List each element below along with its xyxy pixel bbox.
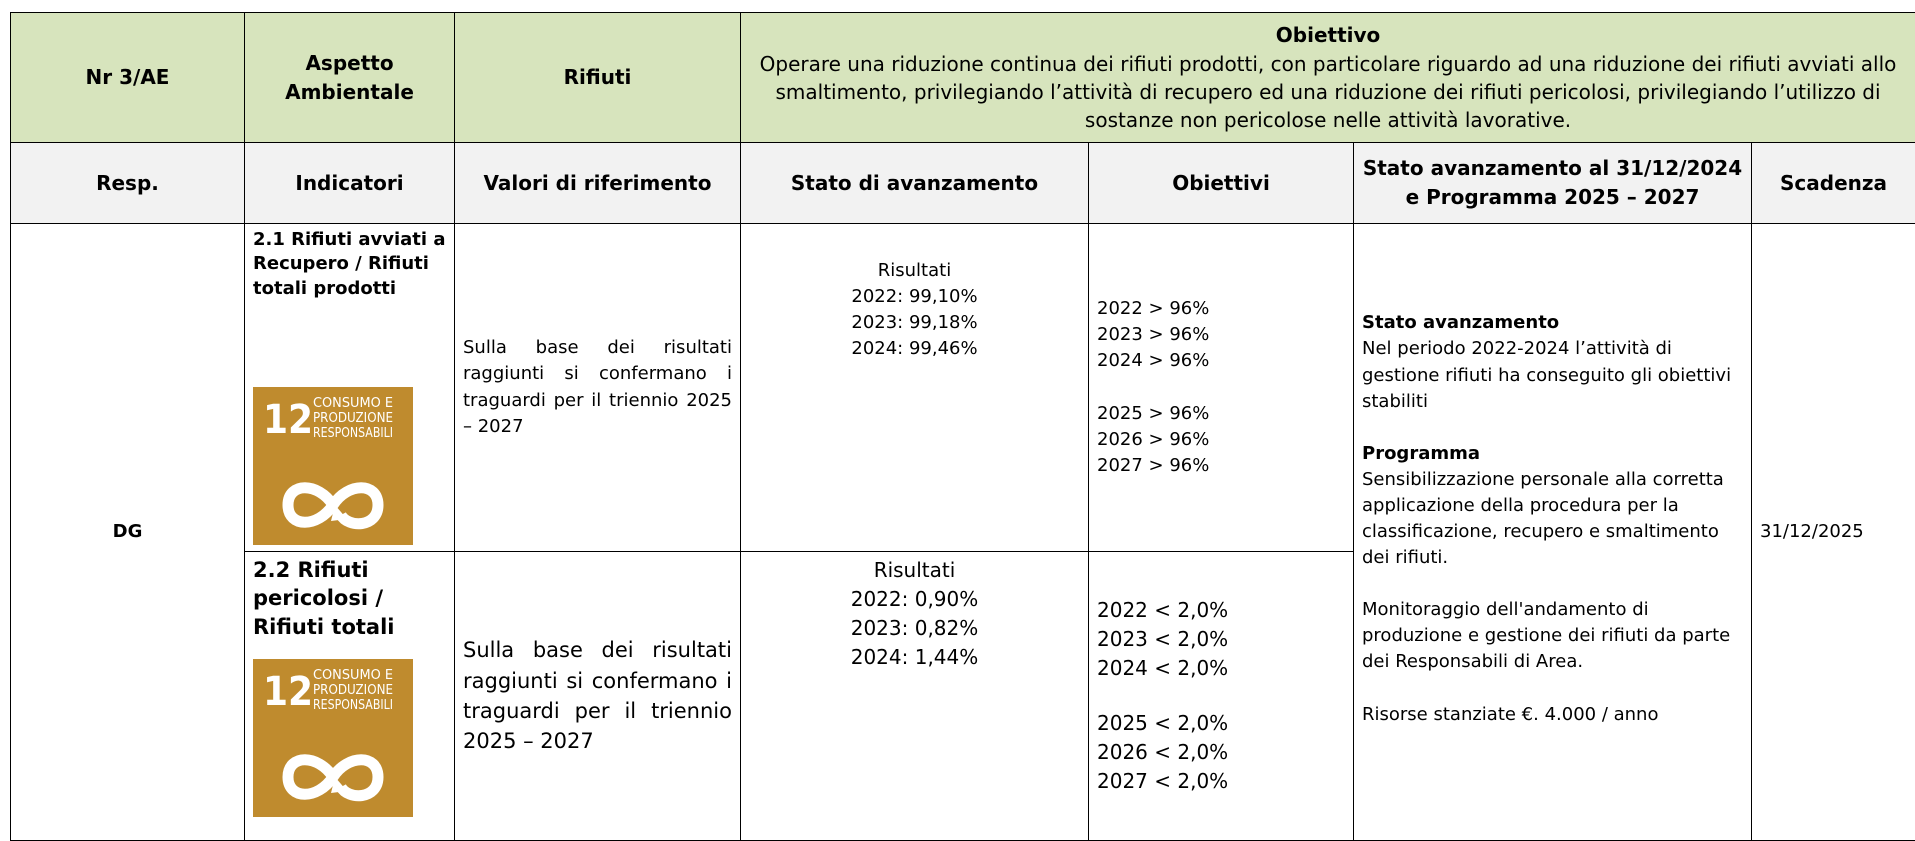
indicator: 2.1 Rifiuti avviati a Recupero / Rifiuti… xyxy=(245,224,455,552)
objective-value: 2024 > 96% xyxy=(1097,348,1345,374)
objective-value: 2024 < 2,0% xyxy=(1097,654,1345,683)
result: 2022: 99,10% xyxy=(749,284,1080,310)
indicator: 2.2 Rifiuti pericolosi / Rifiuti totali 1… xyxy=(245,552,455,841)
objective-value: 2025 > 96% xyxy=(1097,401,1345,427)
objective-value: 2023 < 2,0% xyxy=(1097,625,1345,654)
objective-table: Nr 3/AE Aspetto Ambientale Rifiuti Obiet… xyxy=(10,12,1915,841)
results-label: Risultati xyxy=(749,258,1080,284)
spacer xyxy=(1097,683,1345,709)
nr: Nr 3/AE xyxy=(11,13,245,143)
status-block: Monitoraggio dell'andamento di produzion… xyxy=(1362,597,1743,675)
result: 2023: 99,18% xyxy=(749,310,1080,336)
objective-value: 2026 < 2,0% xyxy=(1097,738,1345,767)
column-header: Resp. xyxy=(11,143,245,224)
reference-text: Sulla base dei risultati raggiunti si co… xyxy=(463,335,732,439)
objective-text: Operare una riduzione continua dei rifiu… xyxy=(749,50,1907,134)
result: 2024: 1,44% xyxy=(749,643,1080,672)
reference-text: Sulla base dei risultati raggiunti si co… xyxy=(463,635,732,757)
status-title: Programma xyxy=(1362,441,1743,467)
status-text: Monitoraggio dell'andamento di produzion… xyxy=(1362,597,1743,675)
aspect: Rifiuti xyxy=(455,13,741,143)
icon-text: 12 xyxy=(263,669,313,715)
column-header: Stato di avanzamento xyxy=(741,143,1089,224)
objectives: 2022 > 96%2023 > 96%2024 > 96% 2025 > 96%… xyxy=(1089,224,1354,552)
objectives: 2022 < 2,0%2023 < 2,0%2024 < 2,0% 2025 < … xyxy=(1089,552,1354,841)
icon-text: PRODUZIONE xyxy=(313,411,393,426)
objective-value: 2022 < 2,0% xyxy=(1097,596,1345,625)
icon-text: CONSUMO E xyxy=(313,668,393,683)
objective-value: 2027 > 96% xyxy=(1097,453,1345,479)
deadline: 31/12/2025 xyxy=(1752,224,1915,841)
status-title: Stato avanzamento xyxy=(1362,310,1743,336)
column-header: Valori di riferimento xyxy=(455,143,741,224)
column-header: Obiettivi xyxy=(1089,143,1354,224)
icon-text: CONSUMO E xyxy=(313,396,393,411)
resp: DG xyxy=(11,224,245,841)
row: DG 2.1 Rifiuti avviati a Recupero / Rifi… xyxy=(11,224,1915,552)
objective-value: 2027 < 2,0% xyxy=(1097,767,1345,796)
icon-text: PRODUZIONE xyxy=(313,683,393,698)
status-text: Nel periodo 2022-2024 l’attività di gest… xyxy=(1362,336,1743,414)
objective-title: Obiettivo xyxy=(749,21,1907,50)
status-text: Risorse stanziate €. 4.000 / anno xyxy=(1362,702,1743,728)
results-label: Risultati xyxy=(749,556,1080,585)
column-header: Stato avanzamento al 31/12/2024 e Progra… xyxy=(1354,143,1752,224)
objective-value: 2026 > 96% xyxy=(1097,427,1345,453)
result: 2022: 0,90% xyxy=(749,585,1080,614)
status-block: Risorse stanziate €. 4.000 / anno xyxy=(1362,702,1743,728)
spacer xyxy=(1097,375,1345,401)
aspect-label: Aspetto Ambientale xyxy=(245,13,455,143)
indicator-name: 2.1 Rifiuti avviati a Recupero / Rifiuti… xyxy=(253,228,446,301)
icon-text: RESPONSABILI xyxy=(313,698,393,713)
column-header: Scadenza xyxy=(1752,143,1915,224)
icon-text: 12 xyxy=(263,397,313,443)
indicator-name: 2.2 Rifiuti pericolosi / Rifiuti totali xyxy=(253,556,446,641)
icon-text: RESPONSABILI xyxy=(313,426,393,441)
header-row: Nr 3/AE Aspetto Ambientale Rifiuti Obiet… xyxy=(11,13,1915,143)
objective-value: 2022 > 96% xyxy=(1097,296,1345,322)
status-text: Sensibilizzazione personale alla corrett… xyxy=(1362,467,1743,571)
result: 2024: 99,46% xyxy=(749,336,1080,362)
objective-value: 2023 > 96% xyxy=(1097,322,1345,348)
reference: Sulla base dei risultati raggiunti si co… xyxy=(455,224,741,552)
column-header: Indicatori xyxy=(245,143,455,224)
reference: Sulla base dei risultati raggiunti si co… xyxy=(455,552,741,841)
objective-value: 2025 < 2,0% xyxy=(1097,709,1345,738)
result: 2023: 0,82% xyxy=(749,614,1080,643)
